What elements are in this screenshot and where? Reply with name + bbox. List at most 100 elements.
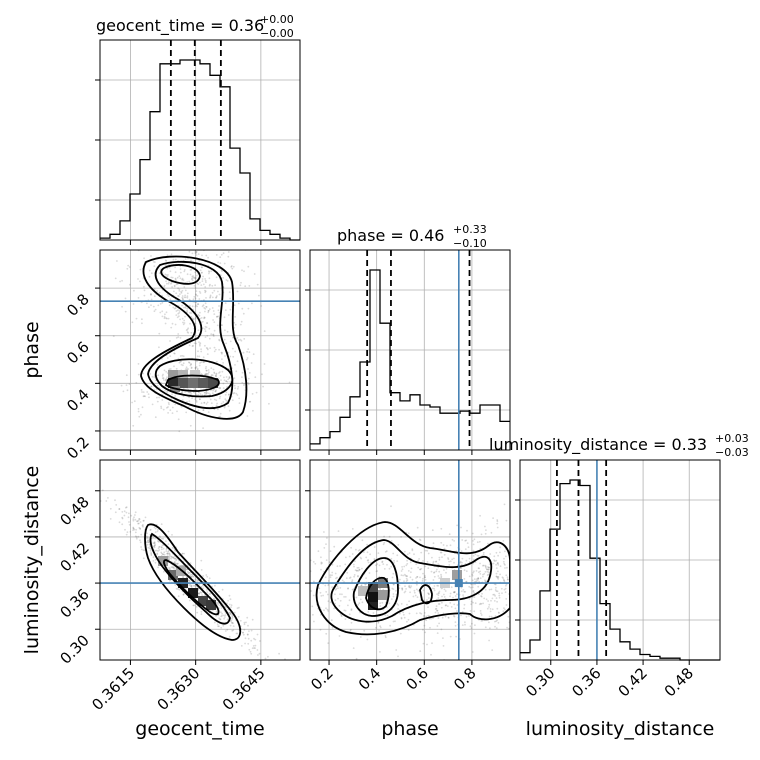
scatter-point	[247, 637, 250, 640]
scatter-point	[194, 388, 196, 391]
scatter-point	[469, 625, 472, 628]
scatter-point	[166, 552, 169, 555]
scatter-point	[239, 284, 242, 287]
scatter-point	[480, 603, 483, 605]
scatter-point	[294, 617, 296, 619]
scatter-point	[165, 280, 168, 283]
scatter-point	[135, 528, 138, 531]
scatter-point	[317, 550, 320, 553]
scatter-point	[446, 544, 448, 547]
scatter-point	[118, 508, 121, 510]
scatter-point	[208, 308, 211, 311]
scatter-point	[166, 391, 168, 394]
scatter-point	[263, 618, 265, 620]
scatter-point	[212, 335, 215, 337]
scatter-point	[189, 574, 192, 576]
scatter-point	[219, 415, 222, 418]
scatter-point	[264, 541, 266, 543]
scatter-point	[154, 537, 157, 540]
scatter-point	[438, 558, 441, 561]
scatter-point	[515, 565, 517, 567]
scatter-point	[484, 588, 487, 591]
scatter-point	[204, 291, 207, 294]
scatter-point	[478, 571, 480, 574]
scatter-point	[189, 322, 191, 325]
scatter-point	[168, 558, 170, 561]
scatter-point	[386, 563, 388, 566]
scatter-point	[147, 546, 150, 549]
scatter-point	[212, 310, 215, 312]
scatter-point	[242, 631, 245, 634]
scatter-point	[198, 583, 201, 586]
scatter-point	[214, 390, 217, 393]
scatter-point	[125, 384, 128, 386]
scatter-point	[249, 400, 252, 403]
scatter-point	[431, 642, 433, 645]
scatter-point	[390, 565, 393, 568]
scatter-point	[216, 324, 219, 327]
title-geocent-time-upper: +0.00	[260, 13, 294, 26]
scatter-point	[495, 597, 498, 599]
scatter-point	[174, 323, 177, 326]
scatter-point	[196, 580, 199, 583]
contour-gl-inner	[163, 559, 220, 616]
scatter-point	[214, 284, 217, 287]
scatter-point	[155, 549, 158, 552]
scatter-point	[247, 382, 249, 384]
scatter-point	[484, 564, 487, 567]
scatter-point	[194, 366, 197, 369]
scatter-point	[463, 603, 466, 606]
scatter-point	[490, 531, 493, 534]
scatter-point	[415, 588, 418, 591]
scatter-point	[163, 317, 166, 320]
scatter-point	[525, 568, 527, 570]
scatter-point	[137, 522, 140, 525]
scatter-point	[415, 563, 418, 565]
scatter-point	[399, 612, 401, 615]
scatter-point	[167, 317, 170, 320]
scatter-point	[173, 285, 176, 288]
scatter-point	[541, 536, 543, 538]
scatter-point	[138, 518, 141, 520]
scatter-point	[205, 347, 208, 349]
scatter-point	[208, 284, 211, 287]
scatter-point	[419, 612, 421, 614]
scatter-point	[473, 578, 476, 580]
scatter-point	[352, 647, 355, 649]
scatter-point	[433, 571, 435, 574]
scatter-point	[179, 318, 182, 321]
scatter-point	[468, 557, 471, 560]
scatter-point	[506, 578, 509, 581]
scatter-point	[409, 561, 412, 564]
scatter-point	[216, 315, 219, 318]
scatter-point	[534, 553, 536, 555]
scatter-point	[204, 336, 207, 338]
scatter-point	[205, 372, 207, 375]
scatter-point	[305, 621, 307, 623]
scatter-point	[248, 351, 251, 354]
scatter-point	[186, 292, 189, 295]
scatter-point	[148, 547, 151, 550]
scatter-point	[177, 588, 179, 590]
scatter-point	[247, 368, 249, 370]
scatter-point	[118, 508, 121, 510]
scatter-point	[254, 644, 257, 647]
scatter-point	[488, 566, 490, 569]
scatter-point	[169, 568, 172, 570]
scatter-point	[491, 608, 494, 611]
scatter-point	[493, 560, 496, 562]
scatter-point	[158, 332, 161, 335]
scatter-point	[276, 673, 278, 675]
scatter-point	[218, 338, 221, 341]
scatter-point	[258, 652, 261, 655]
scatter-point	[124, 297, 127, 300]
scatter-point	[177, 237, 179, 239]
scatter-point	[443, 547, 446, 550]
contour-gp-inner	[154, 358, 234, 398]
scatter-point	[472, 549, 475, 552]
scatter-point	[175, 310, 178, 312]
scatter-point	[178, 361, 181, 364]
scatter-point	[500, 587, 503, 590]
scatter-point	[195, 366, 198, 368]
scatter-point	[237, 386, 240, 388]
